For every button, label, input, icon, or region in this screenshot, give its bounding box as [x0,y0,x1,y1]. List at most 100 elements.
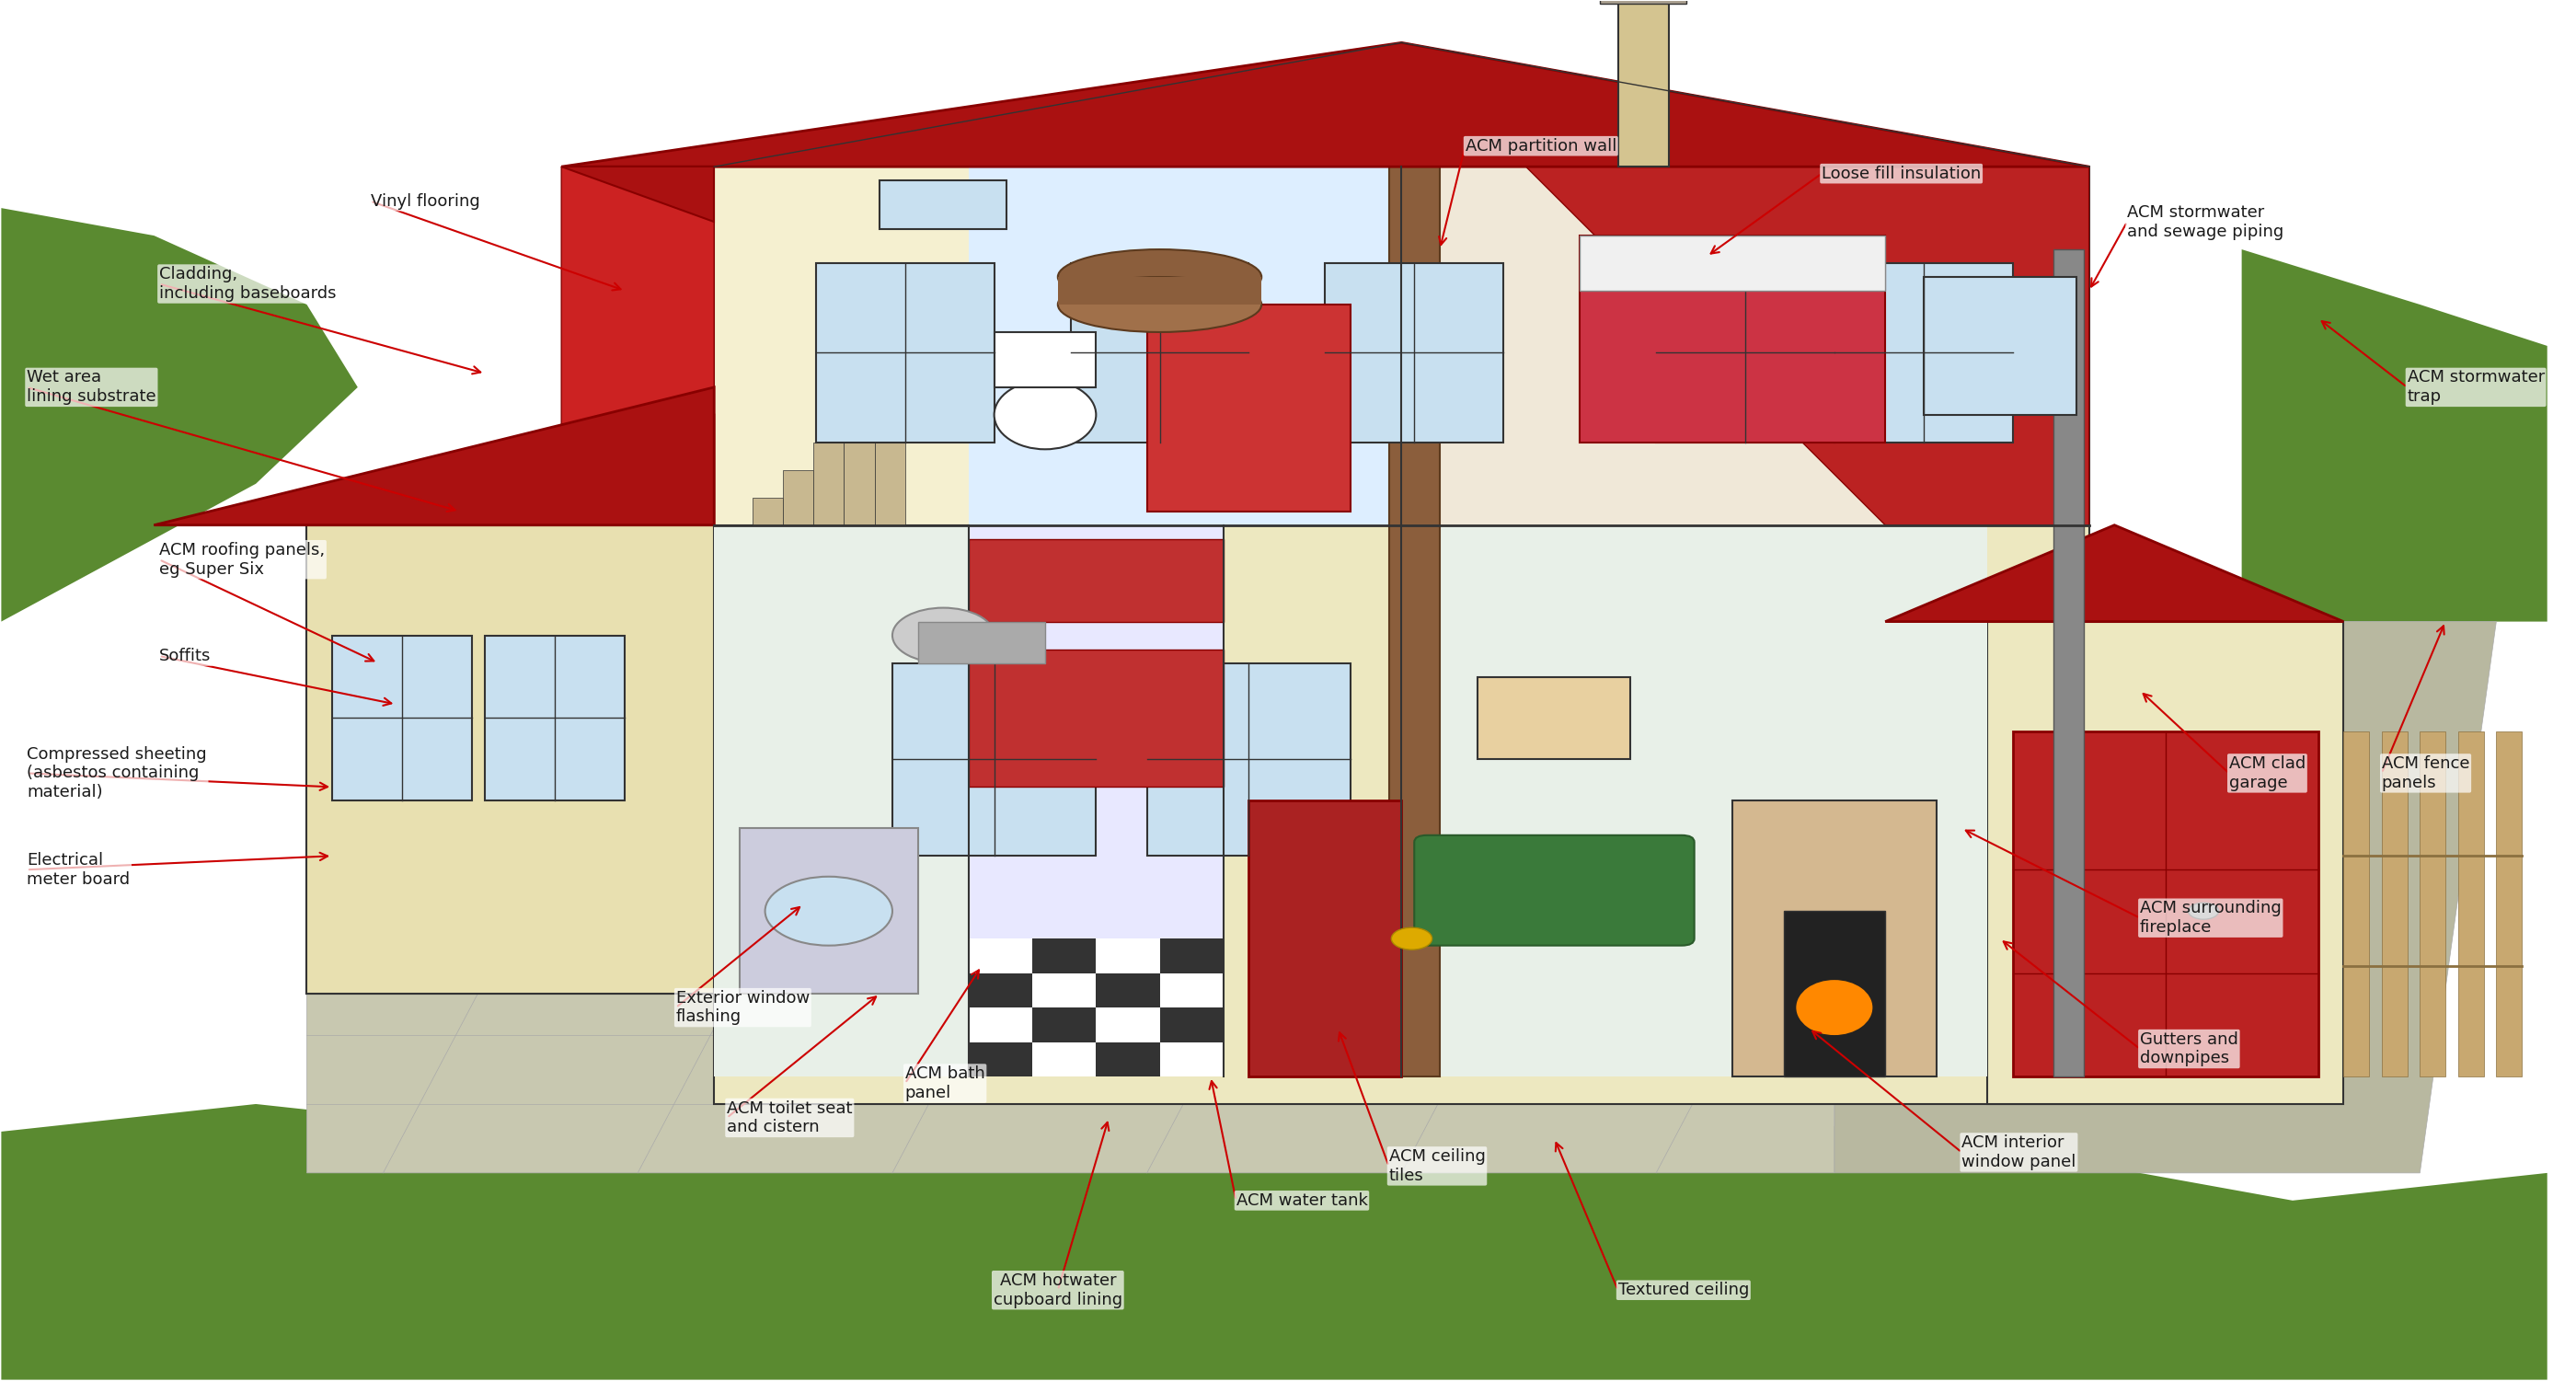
Text: Loose fill insulation: Loose fill insulation [1821,166,1981,182]
Bar [1033,939,1095,974]
Bar [1159,939,1224,974]
Text: Gutters and
downpipes: Gutters and downpipes [2141,1032,2239,1066]
Bar [1159,974,1224,1008]
Text: ACM stormwater
and sewage piping: ACM stormwater and sewage piping [2128,204,2285,240]
Bar [969,939,1033,974]
Bar [1095,939,1159,974]
Text: ACM ceiling
tiles: ACM ceiling tiles [1388,1148,1486,1184]
Bar [2012,732,2318,1076]
Ellipse shape [994,380,1095,449]
Bar [1388,167,1440,1076]
Bar [1146,663,1350,856]
Bar [1834,264,2012,442]
Polygon shape [307,856,1834,1172]
Text: ACM partition wall: ACM partition wall [1466,138,1615,155]
Text: Soffits: Soffits [160,648,211,664]
Bar [2458,732,2483,1076]
Bar [969,1008,1033,1043]
Text: ACM surrounding
fireplace: ACM surrounding fireplace [2141,900,2282,936]
Bar [2419,732,2445,1076]
Text: ACM stormwater
trap: ACM stormwater trap [2406,369,2545,405]
Bar [1095,1043,1159,1076]
Polygon shape [0,1076,2548,1380]
Text: ACM clad
garage: ACM clad garage [2228,755,2306,791]
Polygon shape [1401,43,2089,525]
Polygon shape [155,387,714,525]
Circle shape [765,877,891,946]
Polygon shape [307,525,714,994]
Bar [1734,801,1937,1076]
Text: Cladding,
including baseboards: Cladding, including baseboards [160,267,337,301]
Text: ACM water tank: ACM water tank [1236,1192,1368,1208]
FancyBboxPatch shape [1414,836,1695,946]
Text: ACM toilet seat
and cistern: ACM toilet seat and cistern [726,1101,853,1135]
Bar [1324,264,1504,442]
Polygon shape [562,43,2089,167]
Text: Textured ceiling: Textured ceiling [1618,1282,1749,1298]
Bar [969,974,1033,1008]
Polygon shape [714,525,2089,1103]
Bar [1146,305,1350,511]
Bar [2053,250,2084,1076]
Polygon shape [969,525,1224,1076]
Circle shape [2187,903,2218,920]
Bar [752,497,783,525]
Bar [969,649,1224,787]
Text: ACM hotwater
cupboard lining: ACM hotwater cupboard lining [994,1272,1123,1308]
Bar [1600,0,1687,4]
Bar [1783,911,1886,1076]
Circle shape [891,608,994,663]
Bar [1579,236,1886,291]
Ellipse shape [1059,250,1262,305]
Text: Wet area
lining substrate: Wet area lining substrate [26,369,157,405]
Bar [484,635,626,801]
Bar [891,663,1095,856]
Polygon shape [1401,167,2089,525]
Ellipse shape [1795,981,1873,1036]
Text: Compressed sheeting
(asbestos containing
material): Compressed sheeting (asbestos containing… [26,746,206,801]
Bar [1095,974,1159,1008]
Bar [845,414,873,525]
Text: Vinyl flooring: Vinyl flooring [371,193,479,210]
Bar [1033,1008,1095,1043]
Bar [1479,677,1631,760]
Bar [1059,278,1262,305]
Bar [994,331,1095,387]
Bar [817,264,994,442]
Bar [332,635,471,801]
Bar [873,387,904,525]
Bar [1249,801,1401,1076]
Text: ACM fence
panels: ACM fence panels [2383,755,2470,791]
Bar [1159,1043,1224,1076]
Bar [1924,278,2076,414]
Text: Electrical
meter board: Electrical meter board [26,852,129,888]
Polygon shape [1618,1,1669,167]
Polygon shape [714,167,2089,525]
Polygon shape [562,167,714,525]
Bar [1033,974,1095,1008]
Bar [1072,264,1249,442]
Bar [1656,264,1834,442]
Polygon shape [1834,621,2496,1172]
Bar [814,442,845,525]
Bar [2496,732,2522,1076]
Polygon shape [969,167,1401,525]
Text: Exterior window
flashing: Exterior window flashing [675,990,809,1025]
Circle shape [1391,928,1432,950]
Bar [969,1043,1033,1076]
Bar [878,181,1007,229]
Bar [1033,1043,1095,1076]
Bar [969,539,1224,621]
Bar [1579,236,1886,442]
Bar [1095,1008,1159,1043]
Bar [783,470,814,525]
Text: ACM interior
window panel: ACM interior window panel [1963,1134,2076,1170]
Polygon shape [307,525,714,994]
Bar [2344,732,2370,1076]
Polygon shape [1886,525,2344,621]
Text: ACM bath
panel: ACM bath panel [904,1066,984,1101]
Polygon shape [155,414,714,525]
Bar [917,621,1046,663]
Bar [1159,1008,1224,1043]
Ellipse shape [1059,278,1262,331]
